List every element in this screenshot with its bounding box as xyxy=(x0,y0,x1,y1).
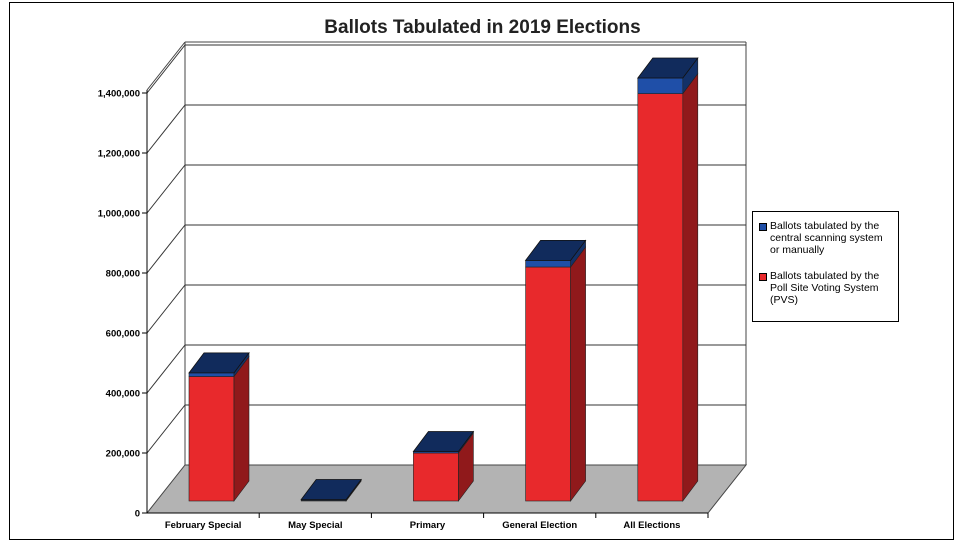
legend: Ballots tabulated by the central scannin… xyxy=(752,211,899,322)
bar-front xyxy=(525,266,571,502)
legend-label-pvs: Ballots tabulated by the Poll Site Votin… xyxy=(770,270,880,306)
bar-pvs-2 xyxy=(413,432,474,502)
bar-side xyxy=(570,246,586,502)
bar-top-0 xyxy=(188,352,250,374)
y-tick-label: 400,000 xyxy=(106,389,140,400)
x-tick-label: Primary xyxy=(410,520,446,531)
x-tick-label: February Special xyxy=(165,520,242,531)
y-tick-label: 0 xyxy=(135,509,140,520)
x-tick-label: All Elections xyxy=(623,520,680,531)
bar-pvs-3 xyxy=(525,246,586,502)
gridline-side xyxy=(146,44,186,94)
gridline-side xyxy=(146,404,186,454)
bar-front xyxy=(637,77,684,94)
chart-title: Ballots Tabulated in 2019 Elections xyxy=(324,17,641,38)
bar-front xyxy=(188,372,235,377)
bar-side xyxy=(233,355,250,502)
y-tick-label: 1,400,000 xyxy=(98,89,140,100)
bar-top-2 xyxy=(412,431,475,452)
legend-item-pvs: Ballots tabulated by the Poll Site Votin… xyxy=(759,270,894,306)
legend-swatch-central xyxy=(759,223,767,231)
axes: 0 200,000 400,000 600,000 800,000 1,000,000 1,… xyxy=(98,89,709,531)
gridline-side xyxy=(146,224,186,274)
y-tick-label: 800,000 xyxy=(106,269,140,280)
bar-front xyxy=(525,260,571,268)
gridline-side xyxy=(146,164,186,214)
bar-pvs-4 xyxy=(637,72,699,502)
bar-top-3 xyxy=(524,239,587,261)
bar-front xyxy=(637,93,684,502)
y-tick-label: 600,000 xyxy=(106,329,140,340)
y-tick-label: 1,200,000 xyxy=(98,149,140,160)
bar-top-4 xyxy=(636,57,699,79)
bar-side xyxy=(682,72,699,502)
bar-pvs-0 xyxy=(188,355,250,502)
y-tick-label: 1,000,000 xyxy=(98,209,140,220)
side-wall-top xyxy=(146,41,186,91)
gridline-side xyxy=(146,284,186,334)
gridline-side xyxy=(146,104,186,154)
bars xyxy=(188,57,699,502)
x-tick-label: General Election xyxy=(502,520,577,531)
legend-item-central: Ballots tabulated by the central scannin… xyxy=(759,220,894,256)
y-tick-label: 200,000 xyxy=(106,449,140,460)
legend-swatch-pvs xyxy=(759,273,767,281)
legend-label-central: Ballots tabulated by the central scannin… xyxy=(770,220,883,256)
x-tick-label: May Special xyxy=(288,520,342,531)
bar-top-1 xyxy=(300,479,363,500)
bar-front xyxy=(188,376,235,502)
bar-front xyxy=(413,452,459,502)
gridline-side xyxy=(146,344,186,394)
bar-central-4 xyxy=(637,57,699,95)
